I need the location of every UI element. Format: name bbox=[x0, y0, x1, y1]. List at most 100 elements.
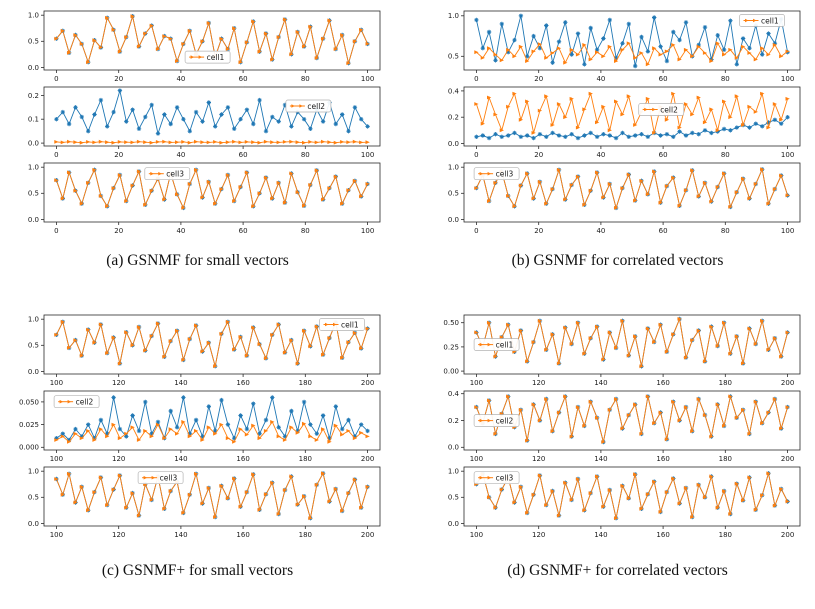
legend-triangle-right-icon bbox=[291, 104, 303, 108]
tick-labels: 100 120 140 160 180 200 0.0 0.5 1.0 bbox=[28, 468, 374, 539]
legend: cell1 bbox=[473, 338, 520, 351]
svg-text:0: 0 bbox=[54, 227, 58, 235]
svg-text:1.0: 1.0 bbox=[448, 164, 459, 172]
subplot-d1: 100 120 140 160 180 200 0.00 0.25 0.50 cell1 bbox=[443, 314, 801, 387]
series-line-orange bbox=[475, 317, 789, 367]
svg-text:20: 20 bbox=[534, 151, 543, 159]
svg-text:0.0: 0.0 bbox=[448, 444, 459, 452]
svg-text:180: 180 bbox=[719, 379, 732, 387]
legend-label: cell1 bbox=[761, 17, 779, 26]
svg-text:0: 0 bbox=[474, 227, 478, 235]
svg-text:80: 80 bbox=[721, 151, 730, 159]
svg-text:80: 80 bbox=[301, 227, 310, 235]
svg-text:20: 20 bbox=[114, 151, 123, 159]
legend: cell1 bbox=[319, 318, 365, 331]
tick-labels: 0 20 40 60 80 100 0.0 0.5 1.0 bbox=[28, 12, 374, 83]
svg-text:40: 40 bbox=[176, 75, 185, 83]
axes-box bbox=[463, 86, 801, 147]
legend: cell2 bbox=[285, 99, 332, 113]
legend-triangle-right-icon bbox=[479, 171, 492, 176]
tick-labels: 100 120 140 160 180 200 0.00 0.25 0.50 bbox=[443, 319, 794, 387]
legend-box bbox=[638, 103, 685, 116]
caption-a: (a) GSNMF for small vectors bbox=[106, 252, 289, 269]
svg-text:200: 200 bbox=[361, 455, 374, 463]
series-markers-orange-triangle bbox=[54, 139, 370, 145]
svg-text:160: 160 bbox=[656, 531, 669, 539]
series-line-orange bbox=[475, 394, 789, 443]
series-line-orange bbox=[55, 168, 369, 210]
tick-labels: 0 20 40 60 80 100 0.0 0.5 1.0 bbox=[448, 164, 794, 235]
series-markers-blue-star bbox=[54, 167, 370, 211]
svg-text:60: 60 bbox=[659, 151, 668, 159]
svg-text:180: 180 bbox=[299, 455, 312, 463]
svg-text:0.5: 0.5 bbox=[448, 53, 459, 61]
svg-text:100: 100 bbox=[361, 227, 374, 235]
svg-text:140: 140 bbox=[174, 531, 187, 539]
svg-text:1.0: 1.0 bbox=[448, 12, 459, 20]
tick-labels: 0 20 40 60 80 100 0.0 0.5 1.0 bbox=[28, 164, 374, 235]
legend: cell1 bbox=[739, 14, 785, 27]
caption-d: (d) GSNMF+ for correlated vectors bbox=[507, 562, 728, 579]
svg-text:0.5: 0.5 bbox=[448, 494, 459, 502]
legend-triangle-right-icon bbox=[479, 342, 492, 347]
series-line-orange bbox=[55, 320, 369, 367]
legend-box bbox=[319, 318, 365, 331]
svg-text:160: 160 bbox=[656, 379, 669, 387]
svg-text:40: 40 bbox=[596, 151, 605, 159]
svg-text:0.2: 0.2 bbox=[448, 114, 459, 122]
svg-text:0.5: 0.5 bbox=[28, 190, 39, 198]
subplot-c1: 100 120 140 160 180 200 0.0 0.5 1.0 cell1 bbox=[28, 314, 381, 387]
svg-text:120: 120 bbox=[532, 531, 545, 539]
legend-triangle-right-icon bbox=[479, 475, 492, 480]
svg-text:100: 100 bbox=[470, 531, 483, 539]
series-markers-blue-star bbox=[474, 471, 790, 521]
svg-text:0.5: 0.5 bbox=[448, 190, 459, 198]
svg-text:160: 160 bbox=[656, 455, 669, 463]
svg-text:60: 60 bbox=[659, 75, 668, 83]
svg-text:0.0: 0.0 bbox=[28, 368, 39, 376]
tick-labels: 0 20 40 60 80 100 0.0 0.1 0.2 bbox=[28, 92, 374, 159]
legend-triangle-right-icon bbox=[644, 107, 656, 112]
legend: cell3 bbox=[144, 167, 191, 181]
svg-text:0.0: 0.0 bbox=[28, 520, 39, 528]
legend-label: cell3 bbox=[166, 170, 184, 179]
legend: cell3 bbox=[473, 471, 520, 485]
series-line-orange bbox=[475, 91, 789, 134]
svg-text:60: 60 bbox=[659, 227, 668, 235]
legend-triangle-right-icon bbox=[150, 171, 162, 176]
tick-labels: 0 20 40 60 80 100 0.0 0.2 0.4 bbox=[448, 87, 794, 159]
series-line-orange bbox=[476, 472, 789, 519]
series-markers-blue-star bbox=[54, 395, 370, 443]
legend-label: cell2 bbox=[660, 106, 678, 115]
legend-triangle-right-icon bbox=[190, 55, 203, 59]
subplot-d3: 100 120 140 160 180 200 0.0 0.5 1.0 cell3 bbox=[448, 466, 801, 539]
series-markers-orange-triangle bbox=[54, 167, 370, 210]
svg-text:0.025: 0.025 bbox=[19, 421, 39, 429]
legend: cell1 bbox=[184, 50, 231, 64]
series-markers-orange-triangle bbox=[474, 471, 790, 521]
series-markers-blue-star bbox=[474, 394, 790, 445]
legend-triangle-right-icon bbox=[745, 18, 757, 23]
svg-text:0.0: 0.0 bbox=[28, 140, 39, 148]
svg-text:0: 0 bbox=[54, 151, 58, 159]
svg-text:200: 200 bbox=[781, 379, 794, 387]
svg-text:60: 60 bbox=[239, 151, 248, 159]
legend-label: cell3 bbox=[496, 474, 514, 483]
axes-box bbox=[463, 10, 801, 71]
axes-box bbox=[43, 162, 381, 223]
subplot-c3: 100 120 140 160 180 200 0.0 0.5 1.0 cell3 bbox=[28, 466, 381, 539]
legend-box bbox=[137, 471, 184, 485]
axes-box bbox=[43, 10, 381, 71]
svg-text:0.0: 0.0 bbox=[28, 216, 39, 224]
svg-text:0.2: 0.2 bbox=[28, 92, 39, 100]
svg-text:0.050: 0.050 bbox=[19, 398, 39, 406]
svg-text:140: 140 bbox=[594, 379, 607, 387]
legend-box bbox=[53, 395, 100, 409]
svg-text:40: 40 bbox=[176, 227, 185, 235]
axes-box bbox=[43, 466, 381, 527]
svg-text:100: 100 bbox=[50, 455, 63, 463]
series-line-blue bbox=[476, 116, 788, 139]
svg-text:120: 120 bbox=[112, 531, 125, 539]
legend-triangle-right-icon bbox=[143, 475, 156, 480]
svg-text:0: 0 bbox=[474, 151, 478, 159]
